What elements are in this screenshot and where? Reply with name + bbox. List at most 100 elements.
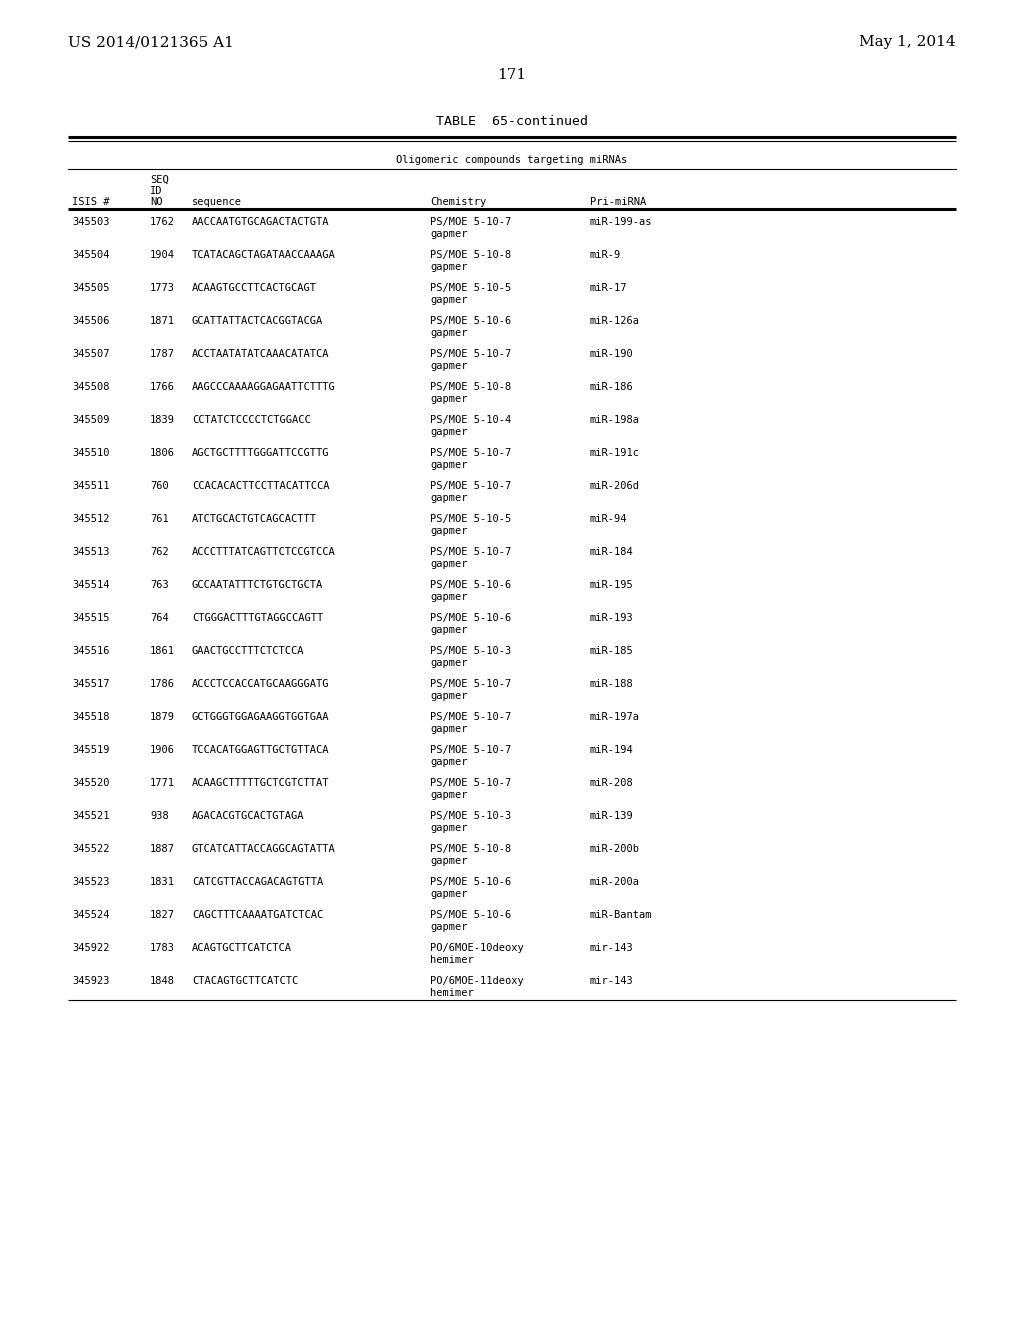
Text: 345518: 345518 (72, 711, 110, 722)
Text: 763: 763 (150, 579, 169, 590)
Text: ATCTGCACTGTCAGCACTTT: ATCTGCACTGTCAGCACTTT (193, 513, 317, 524)
Text: PS/MOE 5-10-3: PS/MOE 5-10-3 (430, 645, 511, 656)
Text: May 1, 2014: May 1, 2014 (859, 36, 956, 49)
Text: 1806: 1806 (150, 447, 175, 458)
Text: 1762: 1762 (150, 216, 175, 227)
Text: miR-94: miR-94 (590, 513, 628, 524)
Text: PS/MOE 5-10-5: PS/MOE 5-10-5 (430, 513, 511, 524)
Text: 345923: 345923 (72, 975, 110, 986)
Text: 345514: 345514 (72, 579, 110, 590)
Text: 345509: 345509 (72, 414, 110, 425)
Text: gapmer: gapmer (430, 525, 468, 536)
Text: miR-191c: miR-191c (590, 447, 640, 458)
Text: gapmer: gapmer (430, 591, 468, 602)
Text: 345522: 345522 (72, 843, 110, 854)
Text: AACCAATGTGCAGACTACTGTA: AACCAATGTGCAGACTACTGTA (193, 216, 330, 227)
Text: PS/MOE 5-10-7: PS/MOE 5-10-7 (430, 744, 511, 755)
Text: 760: 760 (150, 480, 169, 491)
Text: ACAAGCTTTTTGCTCGTCTTAT: ACAAGCTTTTTGCTCGTCTTAT (193, 777, 330, 788)
Text: miR-17: miR-17 (590, 282, 628, 293)
Text: PS/MOE 5-10-7: PS/MOE 5-10-7 (430, 711, 511, 722)
Text: GCTGGGTGGAGAAGGTGGTGAA: GCTGGGTGGAGAAGGTGGTGAA (193, 711, 330, 722)
Text: miR-139: miR-139 (590, 810, 634, 821)
Text: gapmer: gapmer (430, 426, 468, 437)
Text: gapmer: gapmer (430, 723, 468, 734)
Text: 1787: 1787 (150, 348, 175, 359)
Text: 1906: 1906 (150, 744, 175, 755)
Text: US 2014/0121365 A1: US 2014/0121365 A1 (68, 36, 233, 49)
Text: 345521: 345521 (72, 810, 110, 821)
Text: miR-200b: miR-200b (590, 843, 640, 854)
Text: ACCCTCCACCATGCAAGGGATG: ACCCTCCACCATGCAAGGGATG (193, 678, 330, 689)
Text: Oligomeric compounds targeting miRNAs: Oligomeric compounds targeting miRNAs (396, 154, 628, 165)
Text: PS/MOE 5-10-7: PS/MOE 5-10-7 (430, 480, 511, 491)
Text: PS/MOE 5-10-7: PS/MOE 5-10-7 (430, 447, 511, 458)
Text: 938: 938 (150, 810, 169, 821)
Text: PS/MOE 5-10-6: PS/MOE 5-10-6 (430, 315, 511, 326)
Text: PS/MOE 5-10-6: PS/MOE 5-10-6 (430, 579, 511, 590)
Text: gapmer: gapmer (430, 327, 468, 338)
Text: NO: NO (150, 197, 163, 207)
Text: PS/MOE 5-10-8: PS/MOE 5-10-8 (430, 249, 511, 260)
Text: gapmer: gapmer (430, 855, 468, 866)
Text: gapmer: gapmer (430, 459, 468, 470)
Text: Pri-miRNA: Pri-miRNA (590, 197, 646, 207)
Text: mir-143: mir-143 (590, 942, 634, 953)
Text: miR-186: miR-186 (590, 381, 634, 392)
Text: gapmer: gapmer (430, 558, 468, 569)
Text: 345520: 345520 (72, 777, 110, 788)
Text: gapmer: gapmer (430, 624, 468, 635)
Text: miR-194: miR-194 (590, 744, 634, 755)
Text: PS/MOE 5-10-7: PS/MOE 5-10-7 (430, 348, 511, 359)
Text: miR-206d: miR-206d (590, 480, 640, 491)
Text: 345508: 345508 (72, 381, 110, 392)
Text: AGCTGCTTTTGGGATTCCGTTG: AGCTGCTTTTGGGATTCCGTTG (193, 447, 330, 458)
Text: 764: 764 (150, 612, 169, 623)
Text: 1766: 1766 (150, 381, 175, 392)
Text: miR-200a: miR-200a (590, 876, 640, 887)
Text: PS/MOE 5-10-7: PS/MOE 5-10-7 (430, 546, 511, 557)
Text: AGACACGTGCACTGTAGA: AGACACGTGCACTGTAGA (193, 810, 304, 821)
Text: ID: ID (150, 186, 163, 195)
Text: 345506: 345506 (72, 315, 110, 326)
Text: gapmer: gapmer (430, 888, 468, 899)
Text: TABLE  65-continued: TABLE 65-continued (436, 115, 588, 128)
Text: PS/MOE 5-10-5: PS/MOE 5-10-5 (430, 282, 511, 293)
Text: gapmer: gapmer (430, 657, 468, 668)
Text: gapmer: gapmer (430, 789, 468, 800)
Text: PS/MOE 5-10-7: PS/MOE 5-10-7 (430, 777, 511, 788)
Text: gapmer: gapmer (430, 360, 468, 371)
Text: mir-143: mir-143 (590, 975, 634, 986)
Text: PS/MOE 5-10-7: PS/MOE 5-10-7 (430, 216, 511, 227)
Text: PS/MOE 5-10-7: PS/MOE 5-10-7 (430, 678, 511, 689)
Text: CCTATCTCCCCTCTGGACC: CCTATCTCCCCTCTGGACC (193, 414, 310, 425)
Text: 1879: 1879 (150, 711, 175, 722)
Text: 1887: 1887 (150, 843, 175, 854)
Text: Chemistry: Chemistry (430, 197, 486, 207)
Text: hemimer: hemimer (430, 954, 474, 965)
Text: gapmer: gapmer (430, 294, 468, 305)
Text: PS/MOE 5-10-6: PS/MOE 5-10-6 (430, 909, 511, 920)
Text: gapmer: gapmer (430, 393, 468, 404)
Text: 1786: 1786 (150, 678, 175, 689)
Text: ACCTAATATATCAAACATATCA: ACCTAATATATCAAACATATCA (193, 348, 330, 359)
Text: 171: 171 (498, 69, 526, 82)
Text: miR-197a: miR-197a (590, 711, 640, 722)
Text: CAGCTTTCAAAATGATCTCAC: CAGCTTTCAAAATGATCTCAC (193, 909, 324, 920)
Text: miR-184: miR-184 (590, 546, 634, 557)
Text: miR-193: miR-193 (590, 612, 634, 623)
Text: hemimer: hemimer (430, 987, 474, 998)
Text: gapmer: gapmer (430, 822, 468, 833)
Text: 1904: 1904 (150, 249, 175, 260)
Text: 345517: 345517 (72, 678, 110, 689)
Text: gapmer: gapmer (430, 756, 468, 767)
Text: miR-195: miR-195 (590, 579, 634, 590)
Text: GTCATCATTACCAGGCAGTATTA: GTCATCATTACCAGGCAGTATTA (193, 843, 336, 854)
Text: CCACACACTTCCTTACATTCCA: CCACACACTTCCTTACATTCCA (193, 480, 330, 491)
Text: miR-188: miR-188 (590, 678, 634, 689)
Text: CTGGGACTTTGTAGGCCAGTT: CTGGGACTTTGTAGGCCAGTT (193, 612, 324, 623)
Text: ACAAGTGCCTTCACTGCAGT: ACAAGTGCCTTCACTGCAGT (193, 282, 317, 293)
Text: 345513: 345513 (72, 546, 110, 557)
Text: CTACAGTGCTTCATCTC: CTACAGTGCTTCATCTC (193, 975, 298, 986)
Text: 345524: 345524 (72, 909, 110, 920)
